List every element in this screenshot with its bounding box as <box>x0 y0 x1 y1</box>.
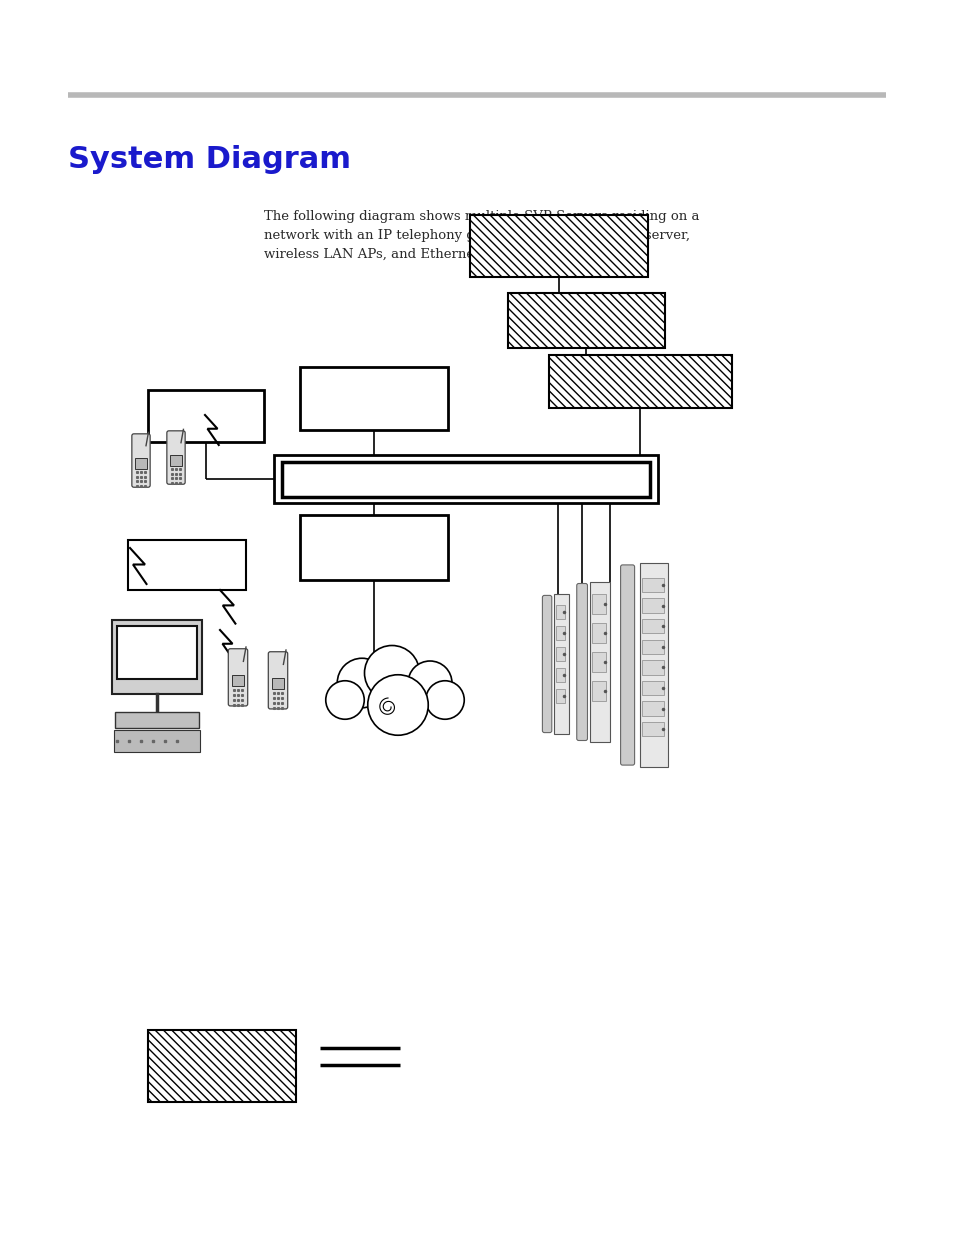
Bar <box>282 462 649 496</box>
Text: System Diagram: System Diagram <box>68 144 351 174</box>
Bar <box>115 713 199 727</box>
Bar <box>641 599 663 613</box>
FancyBboxPatch shape <box>542 595 551 732</box>
Bar <box>299 367 448 430</box>
Circle shape <box>364 646 419 700</box>
Bar <box>117 626 196 679</box>
Bar <box>135 458 147 469</box>
Bar <box>590 582 609 742</box>
Bar <box>641 722 663 736</box>
Bar <box>128 540 246 590</box>
Bar <box>641 619 663 634</box>
Bar <box>592 622 605 643</box>
Text: The following diagram shows multiple SVP Servers residing on a
network with an I: The following diagram shows multiple SVP… <box>264 210 699 261</box>
Circle shape <box>425 680 464 719</box>
Circle shape <box>408 661 452 705</box>
Bar <box>274 454 658 503</box>
Bar <box>507 293 664 348</box>
FancyBboxPatch shape <box>132 433 150 488</box>
Bar <box>548 354 731 408</box>
FancyBboxPatch shape <box>167 431 185 484</box>
Bar <box>592 594 605 614</box>
Bar <box>641 578 663 593</box>
Circle shape <box>325 680 364 719</box>
Bar <box>555 626 564 641</box>
Bar <box>555 668 564 683</box>
Bar <box>592 680 605 701</box>
Bar <box>641 640 663 655</box>
FancyBboxPatch shape <box>268 652 288 709</box>
Bar <box>171 454 181 466</box>
Bar <box>148 1030 295 1102</box>
Bar <box>641 701 663 716</box>
Circle shape <box>337 658 386 708</box>
Bar <box>553 594 568 734</box>
FancyBboxPatch shape <box>557 595 566 732</box>
FancyBboxPatch shape <box>647 564 661 766</box>
Bar <box>470 215 647 277</box>
Bar <box>232 674 244 687</box>
FancyBboxPatch shape <box>595 583 605 741</box>
Bar <box>113 730 200 752</box>
Circle shape <box>367 674 428 735</box>
FancyBboxPatch shape <box>228 648 248 706</box>
Bar <box>555 647 564 662</box>
Bar <box>641 680 663 695</box>
FancyBboxPatch shape <box>620 564 634 766</box>
Bar <box>641 661 663 674</box>
Bar <box>555 605 564 620</box>
Bar <box>592 652 605 672</box>
FancyBboxPatch shape <box>577 583 587 741</box>
Bar <box>272 678 284 689</box>
Bar <box>299 515 448 580</box>
Bar <box>112 620 202 694</box>
Bar <box>555 689 564 704</box>
Bar <box>148 390 264 442</box>
Bar <box>639 562 668 767</box>
